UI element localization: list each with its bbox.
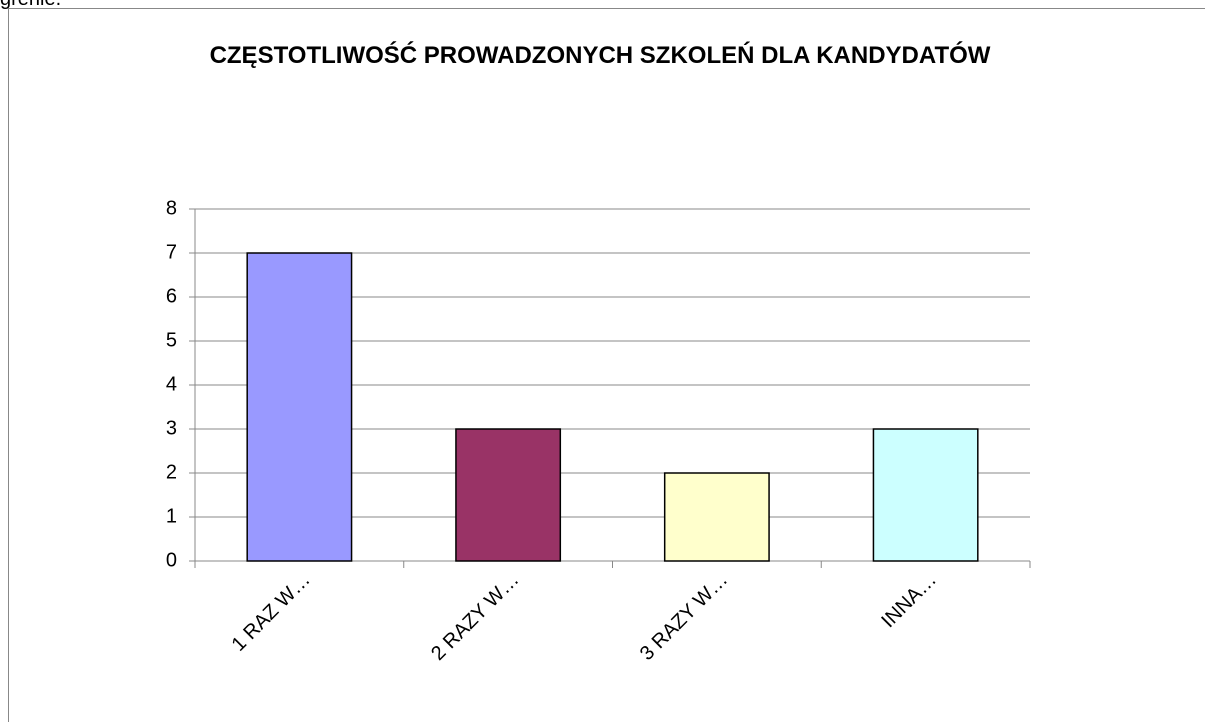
x-tick-label: 2 RAZY W… bbox=[427, 569, 523, 665]
y-tick-label: 1 bbox=[166, 505, 177, 527]
chart-title: CZĘSTOTLIWOŚĆ PROWADZONYCH SZKOLEŃ DLA K… bbox=[209, 42, 991, 69]
bar bbox=[246, 252, 353, 562]
y-tick-label: 4 bbox=[166, 373, 177, 395]
x-tick-label: 1 RAZ W… bbox=[228, 569, 315, 656]
bar bbox=[663, 472, 770, 562]
y-tick-label: 6 bbox=[166, 285, 177, 307]
x-tick-label: INNA… bbox=[877, 569, 940, 632]
bar bbox=[455, 428, 562, 562]
y-tick-label: 2 bbox=[166, 461, 177, 483]
bar bbox=[872, 428, 979, 562]
y-tick-label: 3 bbox=[166, 417, 177, 439]
y-tick-label: 7 bbox=[166, 241, 177, 263]
x-tick-label: 3 RAZY W… bbox=[636, 569, 732, 665]
y-tick-label: 8 bbox=[166, 197, 177, 219]
y-tick-label: 5 bbox=[166, 329, 177, 351]
chart-frame bbox=[8, 8, 1205, 722]
y-tick-label: 0 bbox=[166, 549, 177, 571]
page-text: grenie. bbox=[0, 0, 61, 11]
